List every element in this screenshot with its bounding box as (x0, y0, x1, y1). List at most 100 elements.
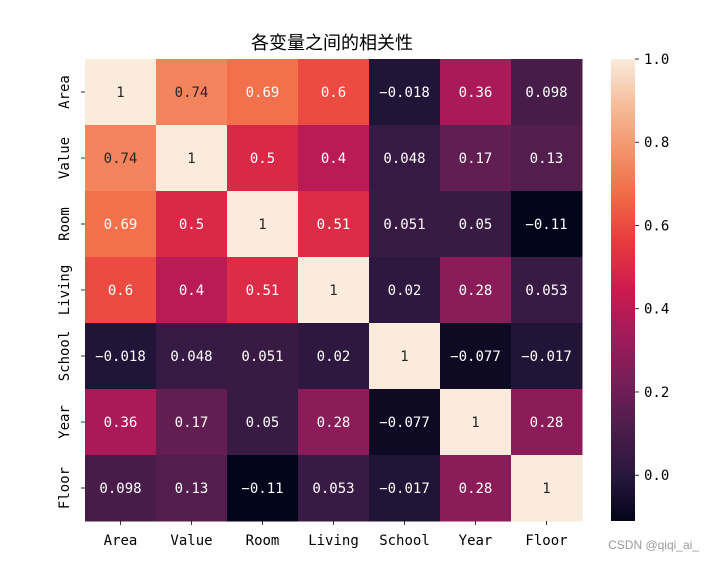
x-tick-label: Area (104, 533, 138, 549)
heatmap-cell (156, 455, 228, 522)
y-axis-ticks: Area Value Room Living School Year Floor (57, 75, 85, 509)
heatmap-cell (298, 389, 370, 456)
colorbar-tick-label: 0.0 (644, 468, 669, 484)
heatmap-cell (369, 389, 441, 456)
heatmap-cell (156, 59, 228, 126)
heatmap-cell (227, 323, 299, 390)
heatmap-cell (156, 323, 228, 390)
heatmap-cell-label: 0.5 (250, 151, 275, 167)
heatmap-cell-label: 0.4 (321, 151, 346, 167)
heatmap-cell-label: 0.28 (459, 481, 493, 497)
heatmap-cell (85, 125, 157, 192)
heatmap-cell (156, 125, 228, 192)
y-tick-label: Living (57, 265, 73, 316)
heatmap-cell-label: 0.02 (388, 283, 422, 299)
heatmap-cell-label: 0.51 (317, 217, 351, 233)
heatmap-cell (85, 389, 157, 456)
heatmap-cell-label: 0.74 (175, 85, 209, 101)
colorbar-tick-label: 1.0 (644, 52, 669, 68)
heatmap-cell-label: 0.69 (246, 85, 280, 101)
x-tick-label: Year (459, 533, 493, 549)
heatmap-cell (511, 323, 583, 390)
heatmap-cell-label: 0.28 (317, 415, 351, 431)
heatmap-cell (511, 125, 583, 192)
heatmap-cell (85, 323, 157, 390)
heatmap-cell (511, 257, 583, 324)
heatmap-cell-label: 0.6 (108, 283, 133, 299)
heatmap-cell (511, 59, 583, 126)
heatmap-cell (440, 125, 512, 192)
y-tick-label: Value (57, 137, 73, 179)
heatmap-cell-label: 0.051 (383, 217, 425, 233)
heatmap-cell (298, 59, 370, 126)
watermark: CSDN @qiqi_ai_ (608, 538, 699, 552)
heatmap-cell-label: 1 (329, 283, 337, 299)
heatmap-cell (227, 455, 299, 522)
heatmap-cell-label: 0.098 (99, 481, 141, 497)
heatmap-cell-labels: 1 0.74 0.69 0.6 −0.018 0.36 0.098 0.74 1 0.5 0.4 0.… (95, 85, 572, 497)
heatmap-cells (85, 59, 583, 522)
heatmap-cell-label: −0.017 (379, 481, 430, 497)
heatmap-cell-label: 0.02 (317, 349, 351, 365)
heatmap-cell (369, 59, 441, 126)
heatmap-cell (369, 323, 441, 390)
x-tick-label: Floor (525, 533, 567, 549)
heatmap-cell (369, 257, 441, 324)
heatmap-cell-label: 1 (542, 481, 550, 497)
heatmap-cell (440, 191, 512, 258)
heatmap-cell-label: 0.6 (321, 85, 346, 101)
heatmap-cell (369, 191, 441, 258)
heatmap-cell-label: 0.17 (175, 415, 209, 431)
heatmap-cell-label: −0.077 (450, 349, 501, 365)
x-tick-label: Living (308, 533, 359, 549)
heatmap-cell (440, 59, 512, 126)
colorbar (611, 59, 635, 521)
y-tick-label: Floor (57, 467, 73, 509)
heatmap-cell-label: 1 (258, 217, 266, 233)
heatmap-cell-label: 0.051 (241, 349, 283, 365)
heatmap-cell-label: 0.053 (525, 283, 567, 299)
heatmap-cell (227, 389, 299, 456)
heatmap-cell (369, 455, 441, 522)
x-tick-label: Value (170, 533, 212, 549)
colorbar-tick-label: 0.6 (644, 218, 669, 234)
heatmap-cell-label: 0.053 (312, 481, 354, 497)
colorbar-tick-label: 0.2 (644, 385, 669, 401)
heatmap-cell-label: 0.05 (246, 415, 280, 431)
heatmap-cell-label: 0.36 (104, 415, 138, 431)
heatmap-cell-label: 0.048 (383, 151, 425, 167)
heatmap-cell-label: 0.36 (459, 85, 493, 101)
heatmap-cell-label: 0.28 (459, 283, 493, 299)
heatmap-cell-label: 0.28 (530, 415, 564, 431)
heatmap-cell-label: −0.018 (95, 349, 146, 365)
heatmap-cell (298, 191, 370, 258)
heatmap-cell (227, 59, 299, 126)
heatmap-cell (440, 323, 512, 390)
heatmap-cell-label: 0.5 (179, 217, 204, 233)
heatmap-cell (85, 455, 157, 522)
heatmap-cell (298, 323, 370, 390)
y-tick-label: Year (57, 405, 73, 439)
heatmap-cell (156, 257, 228, 324)
heatmap-cell-label: 0.05 (459, 217, 493, 233)
heatmap-cell (156, 191, 228, 258)
heatmap-cell-label: −0.11 (241, 481, 283, 497)
heatmap-cell-label: 1 (187, 151, 195, 167)
heatmap-cell (227, 125, 299, 192)
heatmap-cell-label: 0.13 (175, 481, 209, 497)
y-tick-label: School (57, 331, 73, 382)
colorbar-ticks: 0.0 0.2 0.4 0.6 0.8 1.0 (635, 52, 669, 484)
heatmap-cell-label: 1 (400, 349, 408, 365)
heatmap-cell (85, 257, 157, 324)
heatmap-cell-label: 0.4 (179, 283, 204, 299)
heatmap-cell (227, 257, 299, 324)
heatmap-cell (511, 191, 583, 258)
heatmap-cell-label: −0.11 (525, 217, 567, 233)
heatmap-cell-label: 0.048 (170, 349, 212, 365)
heatmap-cell (298, 257, 370, 324)
heatmap-cell-label: −0.017 (521, 349, 572, 365)
chart-title: 各变量之间的相关性 (251, 33, 413, 54)
heatmap-cell-label: 0.74 (104, 151, 138, 167)
heatmap-cell-label: −0.018 (379, 85, 430, 101)
heatmap-cell (85, 191, 157, 258)
